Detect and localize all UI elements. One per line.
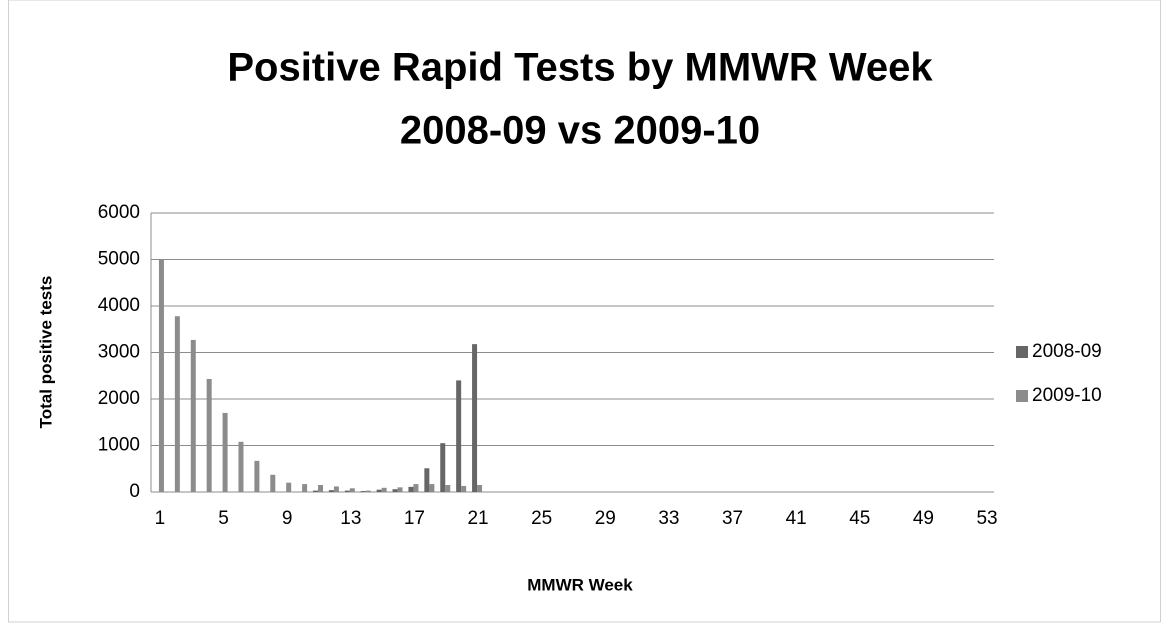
x-tick-label: 49 <box>913 508 934 529</box>
bar <box>328 490 334 492</box>
x-axis-title: MMWR Week <box>527 575 633 594</box>
bar <box>158 259 164 492</box>
bar <box>376 489 382 492</box>
x-tick-label: 45 <box>849 508 870 529</box>
bar <box>360 491 366 492</box>
x-tick-label: 41 <box>786 508 807 529</box>
bar <box>313 490 319 492</box>
bar <box>302 484 308 492</box>
bar <box>408 486 414 492</box>
bar <box>381 487 387 492</box>
bar <box>456 380 462 492</box>
y-tick-label: 1000 <box>98 435 140 456</box>
bar <box>333 486 339 492</box>
x-tick-label: 37 <box>722 508 743 529</box>
bar <box>461 485 467 492</box>
legend-label: 2009-10 <box>1032 385 1102 406</box>
legend-swatch <box>1016 346 1028 358</box>
legend-label: 2008-09 <box>1032 341 1102 362</box>
bar <box>344 490 350 492</box>
y-tick-label: 4000 <box>98 295 140 316</box>
bar <box>174 316 180 492</box>
bar <box>472 344 478 492</box>
bar <box>365 490 371 492</box>
y-tick-label: 2000 <box>98 388 140 409</box>
x-tick-label: 21 <box>467 508 488 529</box>
bar <box>445 485 451 492</box>
chart-title: Positive Rapid Tests by MMWR Week <box>227 46 933 90</box>
y-tick-label: 3000 <box>98 342 140 363</box>
x-tick-label: 25 <box>531 508 552 529</box>
x-tick-label: 13 <box>340 508 361 529</box>
x-tick-label: 1 <box>155 508 166 529</box>
bar <box>206 379 212 492</box>
bar <box>397 487 403 492</box>
y-tick-label: 6000 <box>98 202 140 223</box>
bar <box>238 441 244 492</box>
bar <box>254 460 260 492</box>
bar <box>270 474 276 492</box>
bar <box>190 339 196 492</box>
y-axis-title: Total positive tests <box>36 276 55 429</box>
x-tick-label: 29 <box>595 508 616 529</box>
bar <box>413 484 419 492</box>
bar <box>429 484 435 492</box>
x-tick-label: 9 <box>282 508 293 529</box>
bar <box>477 485 483 492</box>
x-tick-label: 17 <box>404 508 425 529</box>
legend-swatch <box>1016 390 1028 402</box>
bar <box>440 443 446 492</box>
bar <box>349 488 355 492</box>
bar <box>318 485 324 492</box>
bar <box>424 468 430 492</box>
bar <box>222 412 228 492</box>
x-tick-label: 5 <box>218 508 229 529</box>
bar <box>392 489 398 492</box>
y-tick-label: 5000 <box>98 249 140 270</box>
bar <box>286 482 292 492</box>
y-tick-label: 0 <box>129 481 140 502</box>
x-tick-label: 53 <box>976 508 997 529</box>
chart-title: 2008-09 vs 2009-10 <box>400 109 760 153</box>
x-tick-label: 33 <box>658 508 679 529</box>
